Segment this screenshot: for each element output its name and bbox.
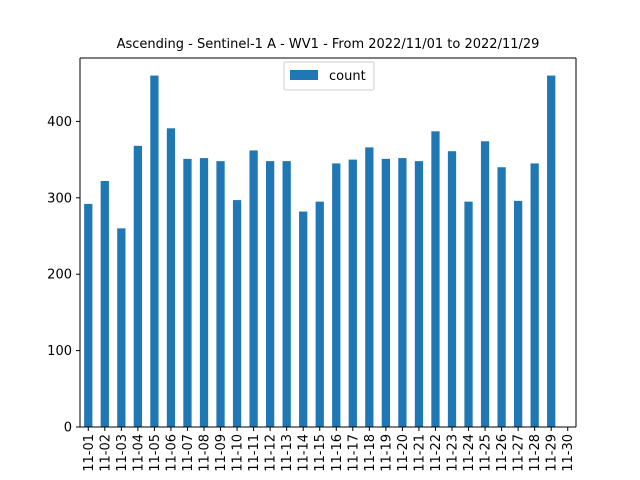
bar-11-01 <box>84 203 93 427</box>
x-tick-label: 11-06 <box>164 434 179 472</box>
x-tick-label: 11-20 <box>396 434 411 472</box>
bar-11-12 <box>266 161 275 427</box>
x-tick-label: 11-25 <box>479 434 494 472</box>
bar-11-28 <box>530 163 539 427</box>
bars-group <box>84 75 556 428</box>
x-tick-label: 11-16 <box>330 434 345 472</box>
x-tick-label: 11-15 <box>313 434 328 472</box>
y-tick-label: 0 <box>64 421 72 436</box>
bar-11-17 <box>348 159 357 428</box>
x-tick-label: 11-21 <box>412 434 427 472</box>
x-tick-label: 11-19 <box>379 434 394 472</box>
bar-11-16 <box>332 163 341 427</box>
bar-11-06 <box>166 128 176 428</box>
bar-11-13 <box>282 161 291 427</box>
bar-11-11 <box>249 150 258 427</box>
bar-11-23 <box>447 151 457 427</box>
bar-11-19 <box>381 158 390 427</box>
bar-11-25 <box>480 141 490 427</box>
bar-11-27 <box>514 200 523 427</box>
bar-11-10 <box>232 200 242 427</box>
x-tick-label: 11-08 <box>198 434 213 472</box>
x-tick-label: 11-13 <box>280 434 295 472</box>
y-tick-label: 300 <box>47 191 72 206</box>
bar-11-26 <box>497 167 506 427</box>
x-tick-label: 11-17 <box>346 434 361 472</box>
x-tick-label: 11-26 <box>495 434 510 472</box>
bar-11-18 <box>365 147 374 427</box>
x-tick-label: 11-29 <box>545 434 560 472</box>
y-tick-label: 100 <box>47 344 72 359</box>
x-tick-label: 11-18 <box>363 434 378 472</box>
chart-title: Ascending - Sentinel-1 A - WV1 - From 20… <box>117 37 540 52</box>
x-tick-label: 11-01 <box>82 434 97 472</box>
bar-11-24 <box>464 201 473 427</box>
x-tick-label: 11-09 <box>214 434 229 472</box>
legend-label: count <box>329 69 366 84</box>
x-tick-label: 11-28 <box>528 434 543 472</box>
bar-11-22 <box>431 131 440 427</box>
bar-11-15 <box>315 201 324 427</box>
bar-11-03 <box>117 228 126 427</box>
legend-swatch <box>290 70 318 80</box>
x-tick-label: 11-14 <box>297 434 312 472</box>
bar-11-08 <box>199 158 209 427</box>
bar-11-29 <box>547 75 556 427</box>
x-tick-label: 11-24 <box>462 434 477 472</box>
bar-11-21 <box>414 161 424 427</box>
x-tick-label: 11-12 <box>264 434 279 472</box>
x-tick-label: 11-23 <box>446 434 461 472</box>
y-tick-label: 400 <box>47 115 72 130</box>
bar-11-07 <box>183 158 192 427</box>
x-tick-label: 11-03 <box>115 434 130 472</box>
x-tick-label: 11-07 <box>181 434 196 472</box>
y-tick-label: 200 <box>47 268 72 283</box>
x-tick-label: 11-27 <box>512 434 527 472</box>
bar-11-14 <box>299 211 308 427</box>
x-tick-label: 11-30 <box>561 434 576 472</box>
bar-11-02 <box>100 181 109 427</box>
x-tick-label: 11-11 <box>247 434 262 472</box>
bar-11-09 <box>216 161 225 427</box>
x-tick-label: 11-05 <box>148 434 163 472</box>
bar-11-04 <box>133 145 142 428</box>
bar-11-20 <box>398 158 407 427</box>
bar-11-05 <box>150 75 159 427</box>
x-tick-label: 11-22 <box>429 434 444 472</box>
x-tick-label: 11-10 <box>231 434 246 472</box>
x-tick-label: 11-04 <box>131 434 146 472</box>
legend-box <box>283 61 375 91</box>
x-tick-label: 11-02 <box>98 434 113 472</box>
legend: count <box>283 61 375 91</box>
